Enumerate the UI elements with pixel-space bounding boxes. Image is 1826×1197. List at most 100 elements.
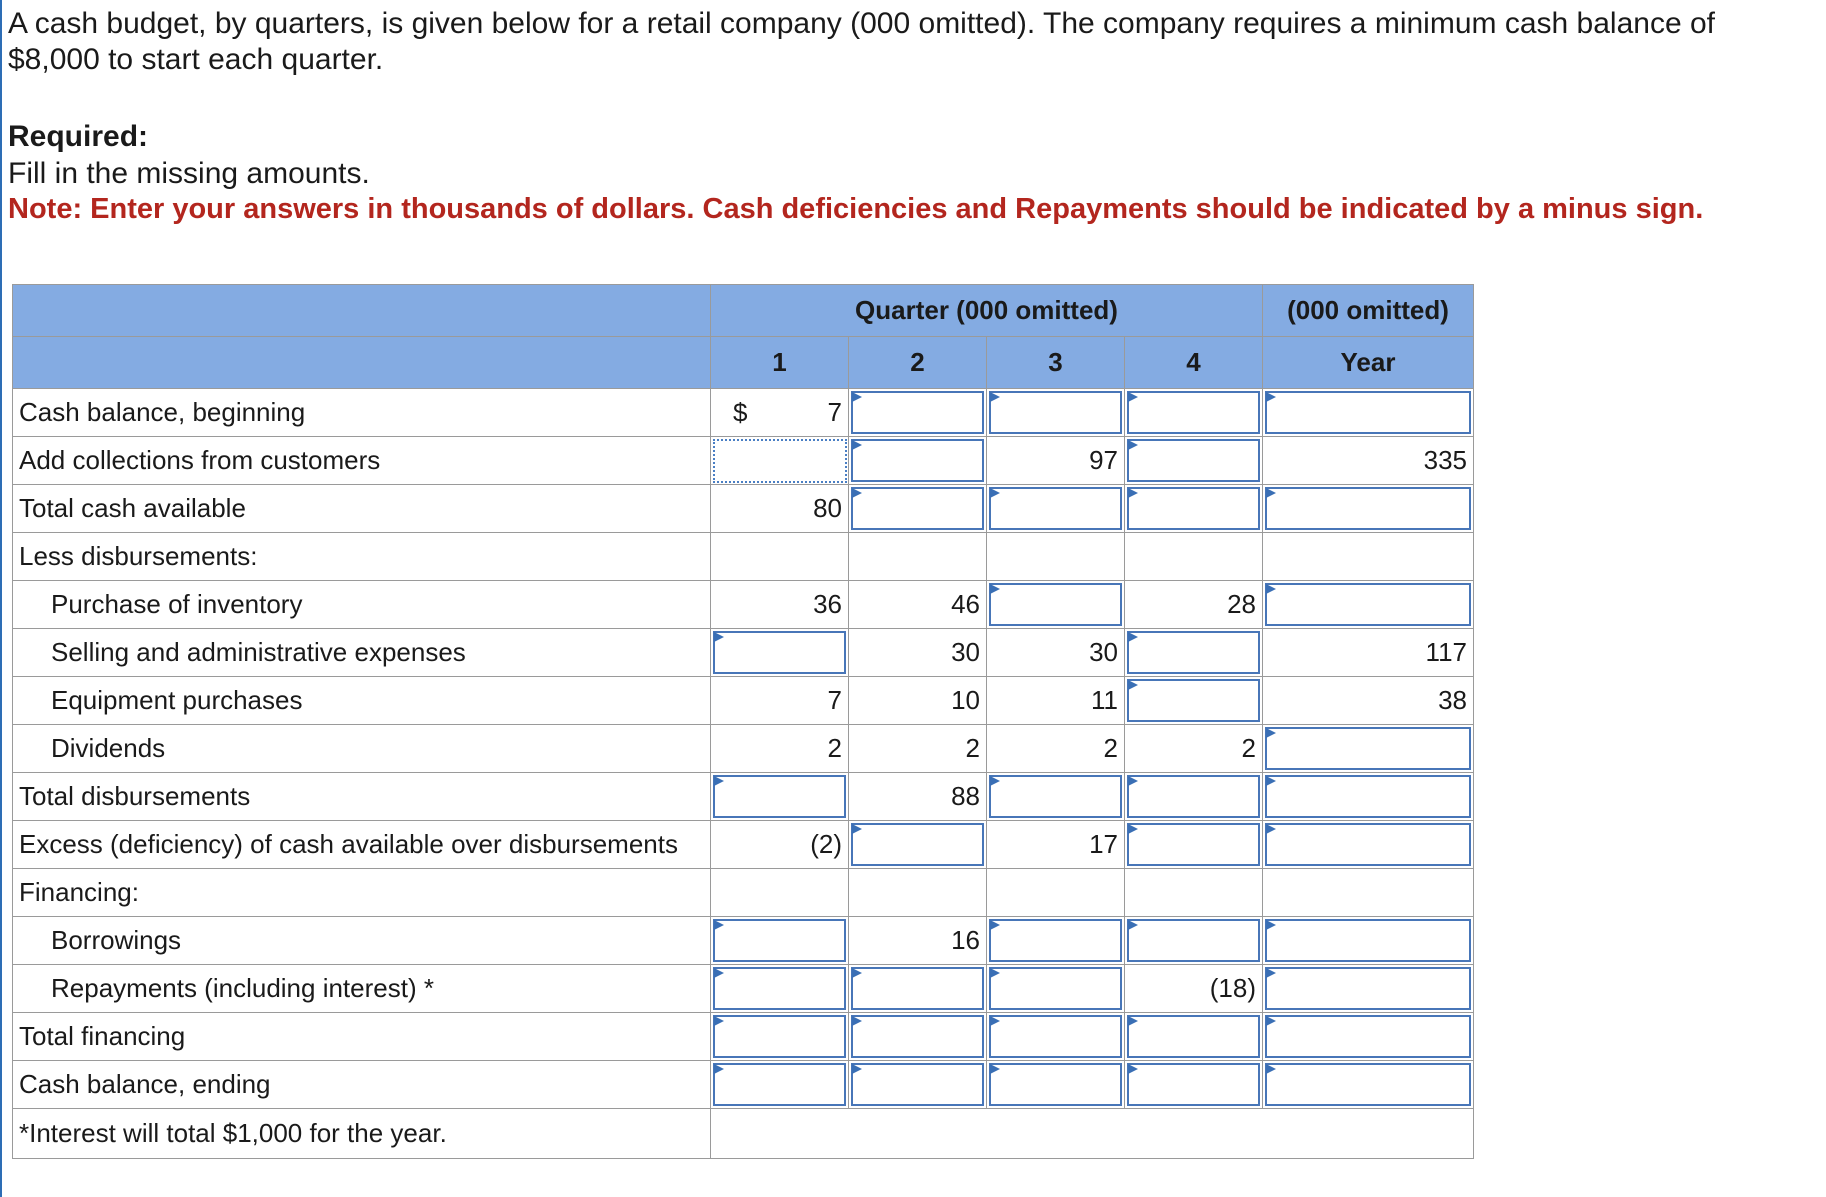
answer-input-q3[interactable] — [986, 964, 1125, 1013]
answer-input-box[interactable] — [713, 1063, 846, 1106]
answer-input-q2[interactable] — [848, 1060, 987, 1109]
answer-input-q2[interactable] — [848, 964, 987, 1013]
answer-input-box[interactable] — [713, 775, 846, 818]
answer-input-year[interactable] — [1262, 388, 1474, 437]
answer-input-box[interactable] — [989, 775, 1122, 818]
answer-input-box[interactable] — [851, 391, 984, 434]
answer-input-q3[interactable] — [986, 772, 1125, 821]
answer-input-box[interactable] — [1127, 439, 1260, 482]
answer-input-q2[interactable] — [848, 388, 987, 437]
answer-input-year[interactable] — [1262, 820, 1474, 869]
answer-input-q4[interactable] — [1124, 676, 1263, 725]
answer-input-box[interactable] — [1265, 919, 1471, 962]
answer-input-q3[interactable] — [986, 1060, 1125, 1109]
answer-input-box[interactable] — [851, 967, 984, 1010]
column-header-q2: 2 — [848, 336, 987, 389]
answer-input-box[interactable] — [851, 439, 984, 482]
answer-input-q3[interactable] — [986, 484, 1125, 533]
row-label: Cash balance, ending — [12, 1060, 711, 1109]
answer-input-box[interactable] — [1265, 727, 1471, 770]
answer-input-focused[interactable] — [710, 436, 849, 485]
answer-input-q2[interactable] — [848, 820, 987, 869]
value-cell-q1: 2 — [710, 724, 849, 773]
answer-input-q1[interactable] — [710, 772, 849, 821]
answer-input-box[interactable] — [1265, 775, 1471, 818]
answer-input-box[interactable] — [1265, 967, 1471, 1010]
answer-input-box[interactable] — [1127, 823, 1260, 866]
answer-input-box[interactable] — [1127, 631, 1260, 674]
answer-input-year[interactable] — [1262, 916, 1474, 965]
row-label: Cash balance, beginning — [12, 388, 711, 437]
answer-input-box[interactable] — [1265, 583, 1471, 626]
answer-input-box[interactable] — [713, 1015, 846, 1058]
header-year-group: (000 omitted) — [1262, 284, 1474, 337]
answer-input-box[interactable] — [1127, 1015, 1260, 1058]
answer-input-box[interactable] — [713, 631, 846, 674]
answer-input-box[interactable] — [1127, 391, 1260, 434]
answer-input-box[interactable] — [1127, 1063, 1260, 1106]
value-cell-q3: 11 — [986, 676, 1125, 725]
answer-input-box[interactable] — [1265, 1015, 1471, 1058]
answer-input-box[interactable] — [851, 823, 984, 866]
answer-input-box[interactable] — [713, 919, 846, 962]
answer-input-q2[interactable] — [848, 484, 987, 533]
answer-input-q4[interactable] — [1124, 820, 1263, 869]
answer-input-box[interactable] — [989, 919, 1122, 962]
answer-input-q4[interactable] — [1124, 436, 1263, 485]
input-marker-icon — [1266, 1016, 1276, 1026]
answer-input-year[interactable] — [1262, 964, 1474, 1013]
answer-input-box[interactable] — [1265, 391, 1471, 434]
answer-input-q4[interactable] — [1124, 1012, 1263, 1061]
answer-input-box[interactable] — [1265, 487, 1471, 530]
answer-input-q4[interactable] — [1124, 388, 1263, 437]
row-label: Financing: — [12, 868, 711, 917]
answer-input-q4[interactable] — [1124, 916, 1263, 965]
answer-input-box[interactable] — [989, 487, 1122, 530]
answer-input-q2[interactable] — [848, 1012, 987, 1061]
answer-input-q3[interactable] — [986, 388, 1125, 437]
answer-input-q2[interactable] — [848, 436, 987, 485]
answer-input-box[interactable] — [1127, 775, 1260, 818]
answer-input-box[interactable] — [989, 1063, 1122, 1106]
answer-input-q1[interactable] — [710, 628, 849, 677]
input-marker-icon — [1266, 824, 1276, 834]
answer-input-box[interactable] — [713, 967, 846, 1010]
row-label: Repayments (including interest) * — [12, 964, 711, 1013]
answer-input-year[interactable] — [1262, 724, 1474, 773]
answer-input-q3[interactable] — [986, 1012, 1125, 1061]
row-label: Equipment purchases — [12, 676, 711, 725]
answer-input-box[interactable] — [989, 967, 1122, 1010]
answer-input-q4[interactable] — [1124, 628, 1263, 677]
answer-input-box[interactable] — [851, 1063, 984, 1106]
input-marker-icon — [714, 968, 724, 978]
answer-input-box[interactable] — [989, 583, 1122, 626]
answer-input-year[interactable] — [1262, 772, 1474, 821]
answer-input-box[interactable] — [989, 391, 1122, 434]
answer-input-box[interactable] — [1265, 823, 1471, 866]
answer-input-q4[interactable] — [1124, 484, 1263, 533]
answer-input-box[interactable] — [1127, 679, 1260, 722]
answer-input-box[interactable] — [851, 487, 984, 530]
answer-input-year[interactable] — [1262, 1060, 1474, 1109]
answer-input-year[interactable] — [1262, 580, 1474, 629]
answer-input-box[interactable] — [851, 1015, 984, 1058]
cash-budget-table: Quarter (000 omitted) (000 omitted) 1 2 … — [12, 284, 1474, 1159]
row-label: Total disbursements — [12, 772, 711, 821]
answer-input-year[interactable] — [1262, 484, 1474, 533]
answer-input-box[interactable] — [1127, 919, 1260, 962]
answer-input-q1[interactable] — [710, 1060, 849, 1109]
answer-input-box[interactable] — [1127, 487, 1260, 530]
answer-input-q1[interactable] — [710, 916, 849, 965]
answer-input-q1[interactable] — [710, 964, 849, 1013]
answer-input-q4[interactable] — [1124, 772, 1263, 821]
answer-input-box[interactable] — [1265, 1063, 1471, 1106]
row-label: Borrowings — [12, 916, 711, 965]
input-marker-icon — [990, 392, 1000, 402]
input-marker-icon — [1128, 920, 1138, 930]
answer-input-q1[interactable] — [710, 1012, 849, 1061]
answer-input-box[interactable] — [989, 1015, 1122, 1058]
answer-input-q3[interactable] — [986, 916, 1125, 965]
answer-input-q4[interactable] — [1124, 1060, 1263, 1109]
answer-input-q3[interactable] — [986, 580, 1125, 629]
answer-input-year[interactable] — [1262, 1012, 1474, 1061]
